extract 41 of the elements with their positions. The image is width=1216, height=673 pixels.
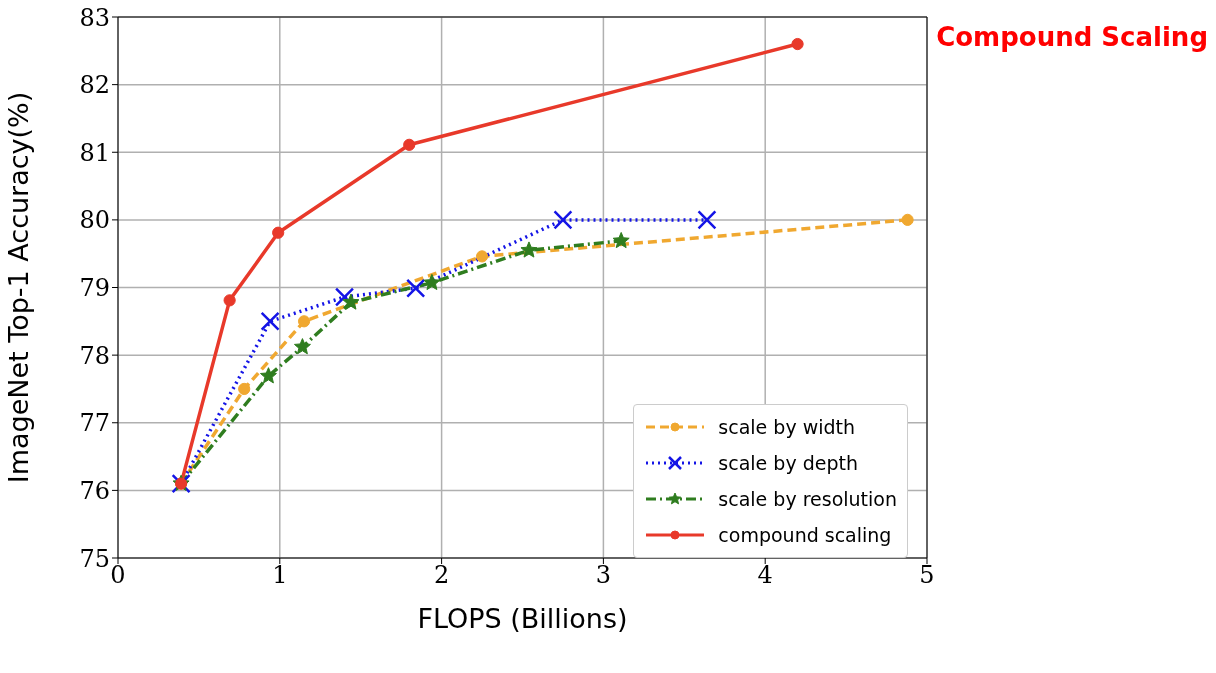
point	[297, 315, 311, 328]
x-tick-label: 5	[919, 561, 935, 590]
point	[223, 294, 236, 307]
y-tick-label: 79	[79, 274, 110, 303]
point	[260, 311, 280, 331]
point	[475, 250, 489, 263]
point	[697, 210, 717, 230]
point	[423, 273, 441, 291]
x-tick-label: 2	[433, 561, 450, 590]
legend-label: compound scaling	[718, 524, 892, 546]
y-tick-label: 82	[79, 71, 110, 100]
legend-label: scale by resolution	[718, 488, 897, 510]
y-tick-label: 80	[79, 206, 110, 235]
point	[406, 278, 426, 298]
x-axis-title: FLOPS (Billions)	[417, 603, 628, 634]
x-tick-label: 4	[757, 561, 773, 590]
point	[238, 382, 251, 396]
y-tick-label: 81	[79, 138, 110, 167]
point	[272, 226, 285, 239]
point	[403, 138, 416, 151]
y-tick-label: 83	[79, 3, 110, 32]
x-tick-label: 1	[272, 561, 288, 590]
x-tick-label: 3	[595, 561, 612, 590]
x-tick-label: 0	[110, 561, 126, 590]
point	[520, 241, 538, 258]
y-tick-label: 77	[79, 409, 110, 438]
point	[901, 213, 914, 226]
y-axis-title: ImageNet Top-1 Accuracy(%)	[2, 91, 34, 484]
text: Compound Scaling	[936, 22, 1208, 52]
point	[259, 367, 277, 384]
legend-label: scale by depth	[718, 452, 858, 474]
point	[612, 231, 630, 249]
y-tick-label: 75	[79, 544, 110, 573]
y-tick-label: 76	[79, 476, 110, 505]
point	[791, 37, 804, 51]
point	[553, 210, 573, 230]
point	[342, 293, 360, 310]
y-tick-label: 78	[79, 341, 110, 370]
point	[293, 338, 311, 355]
point	[334, 287, 355, 307]
legend-label: scale by width	[718, 416, 856, 438]
